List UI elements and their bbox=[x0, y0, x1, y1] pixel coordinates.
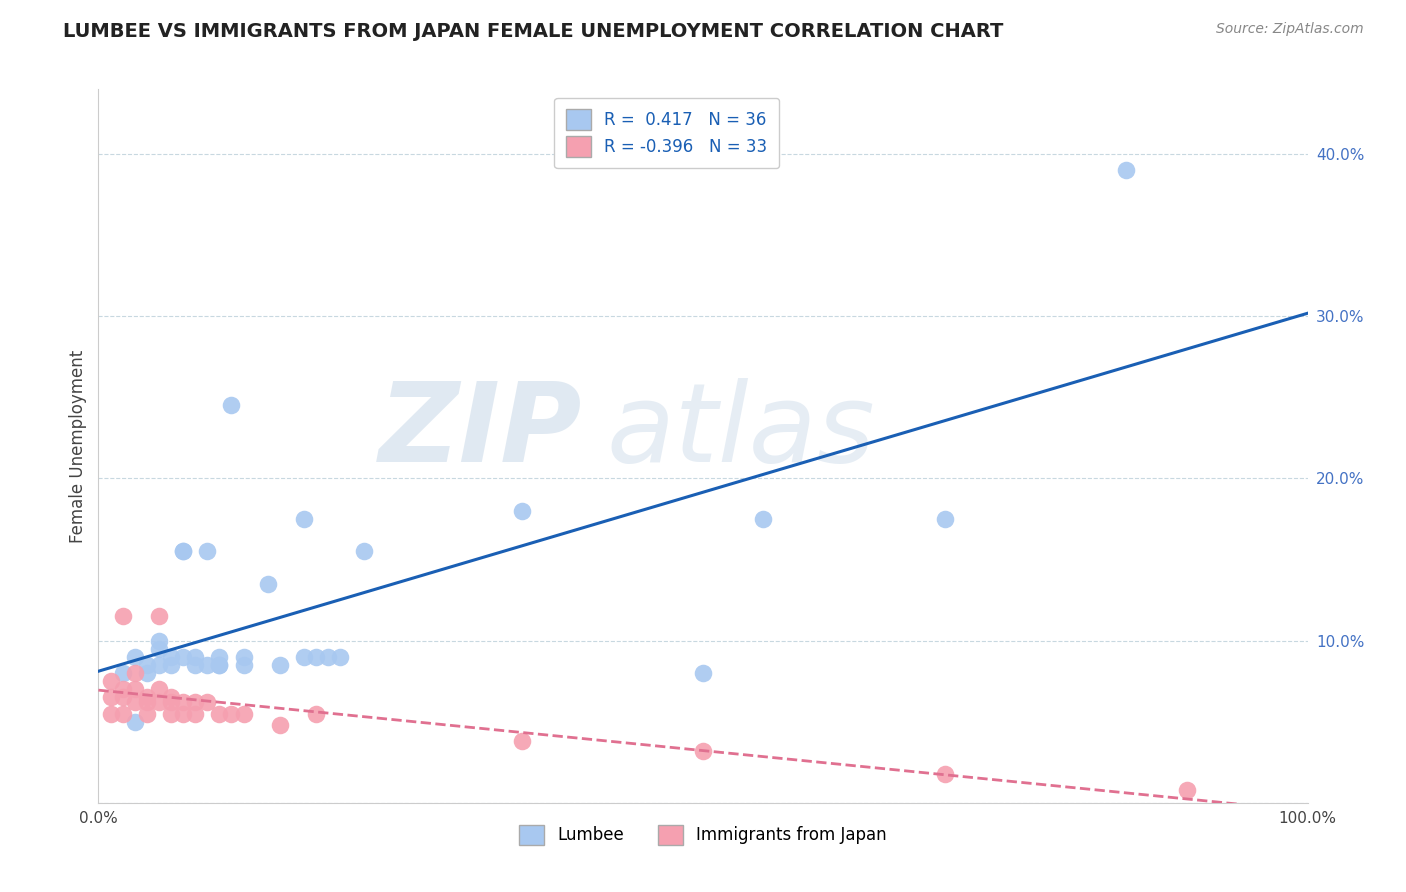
Point bbox=[292, 649, 315, 664]
Text: Source: ZipAtlas.com: Source: ZipAtlas.com bbox=[1216, 22, 1364, 37]
Point bbox=[208, 657, 231, 672]
Point bbox=[184, 657, 207, 672]
Text: ZIP: ZIP bbox=[378, 378, 582, 485]
Point bbox=[934, 512, 956, 526]
Point bbox=[135, 695, 157, 709]
Point bbox=[124, 714, 146, 729]
Point bbox=[172, 649, 194, 664]
Point bbox=[124, 695, 146, 709]
Point bbox=[100, 706, 122, 721]
Point bbox=[316, 649, 339, 664]
Point bbox=[692, 744, 714, 758]
Point bbox=[1115, 163, 1137, 178]
Point bbox=[111, 609, 134, 624]
Point bbox=[172, 544, 194, 558]
Point bbox=[111, 682, 134, 697]
Point bbox=[111, 706, 134, 721]
Point bbox=[256, 577, 278, 591]
Point bbox=[752, 512, 775, 526]
Y-axis label: Female Unemployment: Female Unemployment bbox=[69, 350, 87, 542]
Point bbox=[148, 695, 170, 709]
Point bbox=[148, 682, 170, 697]
Point bbox=[510, 734, 533, 748]
Point bbox=[221, 706, 243, 721]
Point bbox=[184, 695, 207, 709]
Point bbox=[269, 657, 291, 672]
Point bbox=[135, 666, 157, 681]
Point bbox=[232, 657, 254, 672]
Point bbox=[208, 706, 231, 721]
Point bbox=[111, 666, 134, 681]
Point bbox=[208, 657, 231, 672]
Point bbox=[232, 649, 254, 664]
Point bbox=[184, 706, 207, 721]
Text: LUMBEE VS IMMIGRANTS FROM JAPAN FEMALE UNEMPLOYMENT CORRELATION CHART: LUMBEE VS IMMIGRANTS FROM JAPAN FEMALE U… bbox=[63, 22, 1004, 41]
Point bbox=[172, 695, 194, 709]
Point bbox=[124, 649, 146, 664]
Point bbox=[135, 706, 157, 721]
Point bbox=[160, 695, 183, 709]
Point bbox=[160, 690, 183, 705]
Point bbox=[135, 690, 157, 705]
Point bbox=[195, 657, 218, 672]
Point bbox=[510, 504, 533, 518]
Point bbox=[184, 649, 207, 664]
Point bbox=[160, 649, 183, 664]
Point bbox=[111, 690, 134, 705]
Point bbox=[148, 657, 170, 672]
Point bbox=[148, 609, 170, 624]
Point bbox=[1175, 782, 1198, 797]
Point bbox=[160, 657, 183, 672]
Point bbox=[135, 657, 157, 672]
Legend: Lumbee, Immigrants from Japan: Lumbee, Immigrants from Japan bbox=[513, 818, 893, 852]
Point bbox=[172, 706, 194, 721]
Point bbox=[232, 706, 254, 721]
Point bbox=[124, 682, 146, 697]
Point bbox=[172, 544, 194, 558]
Point bbox=[148, 633, 170, 648]
Point bbox=[692, 666, 714, 681]
Point bbox=[305, 649, 328, 664]
Point bbox=[124, 666, 146, 681]
Point bbox=[100, 690, 122, 705]
Point bbox=[195, 695, 218, 709]
Point bbox=[160, 706, 183, 721]
Point bbox=[221, 399, 243, 413]
Point bbox=[208, 649, 231, 664]
Point bbox=[329, 649, 352, 664]
Point bbox=[100, 674, 122, 689]
Point bbox=[305, 706, 328, 721]
Point bbox=[195, 544, 218, 558]
Point bbox=[292, 512, 315, 526]
Point bbox=[269, 718, 291, 732]
Point bbox=[934, 766, 956, 780]
Text: atlas: atlas bbox=[606, 378, 875, 485]
Point bbox=[353, 544, 375, 558]
Point bbox=[148, 641, 170, 656]
